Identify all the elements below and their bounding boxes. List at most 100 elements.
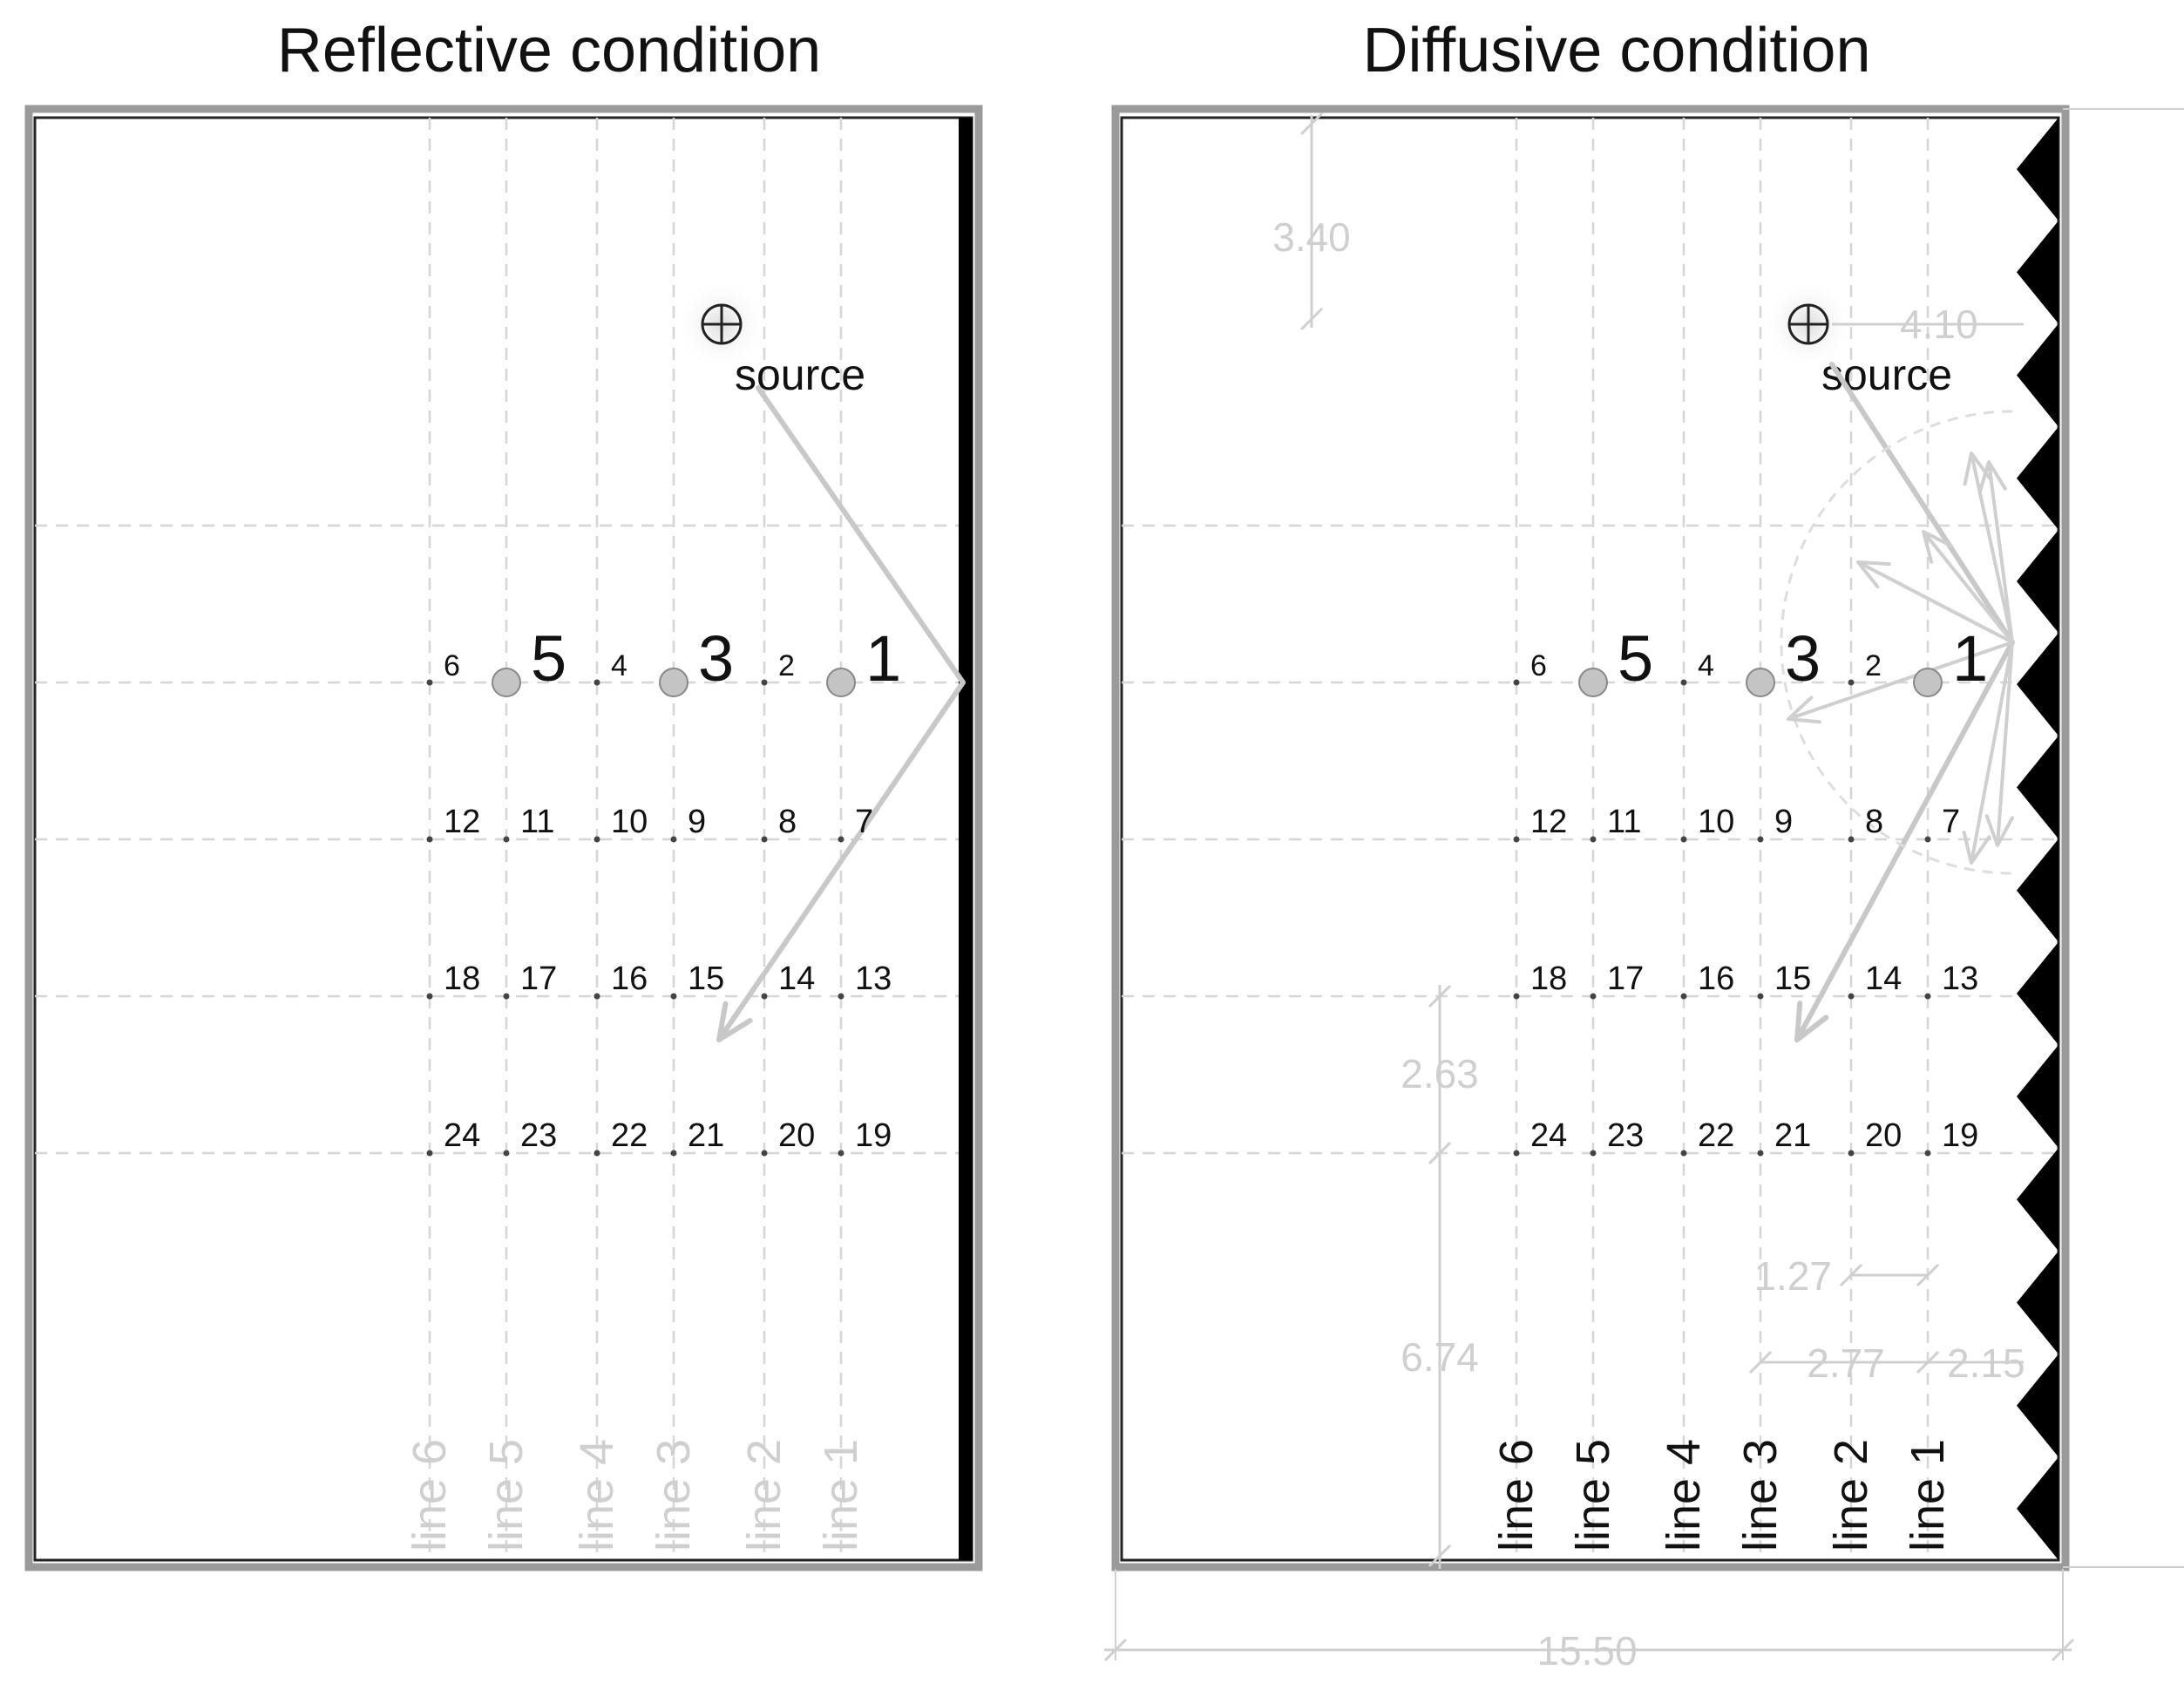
receiver-label: 10: [611, 804, 648, 840]
scattered-ray: [1987, 461, 2014, 643]
line-label: line 2: [1825, 1439, 1877, 1551]
receiver-point: [1680, 679, 1687, 686]
reflected-ray-arrowhead: [716, 1001, 753, 1042]
receiver-label: 6: [444, 649, 460, 682]
line-label: line 3: [648, 1439, 700, 1551]
source-label: source: [735, 350, 865, 399]
dimension-tick: [1748, 1350, 1773, 1374]
receiver-point: [426, 836, 433, 843]
receiver-label: 19: [855, 1117, 892, 1154]
dimension-tick: [1299, 307, 1324, 331]
receiver-point: [1590, 993, 1597, 1000]
receiver-point: [1680, 836, 1687, 843]
receiver-label: 2: [1865, 649, 1882, 682]
dimension-tick: [1428, 1544, 1452, 1568]
receiver-highlight: [492, 668, 521, 697]
receiver-label: 17: [1607, 960, 1644, 997]
line-label: line 5: [480, 1439, 532, 1551]
receiver-label: 7: [855, 804, 873, 840]
receiver-point: [593, 836, 600, 843]
line-label: line 4: [1658, 1439, 1710, 1551]
receiver-highlight: [1913, 668, 1943, 697]
receiver-label: 21: [688, 1117, 724, 1154]
receiver-point: [1590, 836, 1597, 843]
receiver-point: [1513, 993, 1520, 1000]
receiver-highlight: [1746, 668, 1775, 697]
receiver-point: [1924, 1150, 1931, 1157]
scatter-hemisphere: [1780, 410, 2013, 875]
receiver-point: [426, 679, 433, 686]
receiver-label: 9: [688, 804, 706, 840]
receiver-point: [1848, 1150, 1855, 1157]
receiver-label: 23: [1607, 1117, 1644, 1154]
receiver-label-large: 3: [1785, 622, 1821, 695]
receiver-point: [1757, 1150, 1764, 1157]
receiver-highlight: [659, 668, 688, 697]
receiver-point: [838, 1150, 844, 1157]
receiver-label: 19: [1942, 1117, 1978, 1154]
receiver-point: [593, 679, 600, 686]
receiver-label: 7: [1942, 804, 1960, 840]
receiver-point: [1848, 836, 1855, 843]
diffusive-sawtooth-wall: [2017, 118, 2059, 1560]
receiver-label: 4: [611, 649, 627, 682]
receiver-label: 16: [1698, 960, 1734, 997]
dimension-tick: [2051, 1638, 2075, 1662]
receiver-label: 24: [444, 1117, 480, 1154]
dimension-tick: [1916, 1350, 1940, 1374]
line-label: line 1: [815, 1439, 867, 1551]
receiver-point: [1924, 836, 1931, 843]
receiver-point: [670, 1150, 677, 1157]
dimension-wall-offset: 2.15: [1947, 1340, 2025, 1386]
receiver-label: 12: [444, 804, 480, 840]
panel-title-reflective: Reflective condition: [277, 16, 821, 85]
dimension-tick: [1916, 1263, 1940, 1287]
scattered-ray-arrowhead: [1962, 831, 1991, 865]
dimension-row-spacing: 2.63: [1401, 1051, 1479, 1096]
receiver-point: [1513, 679, 1520, 686]
receiver-point: [1848, 679, 1855, 686]
receiver-point: [838, 836, 844, 843]
receiver-label-large: 5: [1618, 622, 1653, 695]
receiver-point: [1590, 1150, 1597, 1157]
receiver-point: [503, 993, 510, 1000]
line-label: line 6: [404, 1439, 456, 1551]
receiver-highlight: [1578, 668, 1608, 697]
specular-ray-arrowhead: [1794, 1001, 1829, 1042]
line-label: line 3: [1734, 1439, 1787, 1551]
receiver-label: 6: [1530, 649, 1547, 682]
receiver-label: 11: [520, 804, 554, 840]
receiver-point: [1680, 1150, 1687, 1157]
receiver-label: 8: [1865, 804, 1883, 840]
receiver-point: [670, 836, 677, 843]
receiver-label: 2: [778, 649, 795, 682]
receiver-point: [426, 1150, 433, 1157]
scattered-ray: [1922, 530, 2014, 644]
receiver-label: 22: [1698, 1117, 1734, 1154]
receiver-label: 16: [611, 960, 648, 997]
scattered-ray-arrowhead: [1787, 696, 1821, 724]
scattered-ray: [1970, 452, 2014, 643]
incident-ray: [1829, 362, 2015, 645]
reflected-ray: [716, 680, 966, 1042]
receiver-point: [503, 836, 510, 843]
receiver-label: 15: [688, 960, 724, 997]
receiver-label: 14: [1865, 960, 1902, 997]
dimension-source-offset: 4.10: [1900, 302, 1978, 347]
receiver-point: [593, 1150, 600, 1157]
receiver-point: [1924, 993, 1931, 1000]
scattered-ray: [1857, 560, 2013, 644]
scattered-ray-arrowhead: [1977, 460, 2007, 494]
receiver-label-large: 1: [1952, 622, 1988, 695]
scattered-ray-arrowhead: [1984, 814, 2015, 847]
receiver-point: [761, 679, 768, 686]
receiver-label: 17: [520, 960, 557, 997]
receiver-point: [761, 1150, 768, 1157]
panel-title-diffusive: Diffusive condition: [1363, 16, 1871, 85]
receiver-label: 18: [444, 960, 480, 997]
incident-ray: [756, 385, 966, 685]
line-label: line 6: [1490, 1439, 1543, 1551]
